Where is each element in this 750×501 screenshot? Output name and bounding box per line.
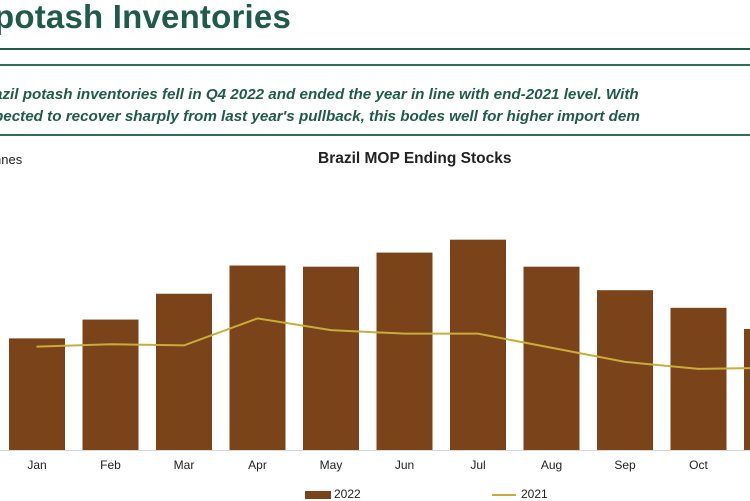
point-2021-sep (624, 361, 626, 363)
x-tick-label: Jul (470, 458, 485, 472)
summary-line-1: azil potash inventories fell in Q4 2022 … (0, 86, 639, 103)
x-tick-label: Jan (27, 458, 46, 472)
legend-label-2022: 2022 (334, 487, 361, 501)
point-2021-feb (109, 343, 112, 346)
bar-2022-apr (229, 265, 286, 450)
bar-2022-mar (156, 293, 212, 450)
legend: 2022 (305, 487, 361, 501)
point-2021-jan (36, 345, 38, 348)
point-2021-mar (183, 344, 185, 347)
chart-title: Brazil MOP Ending Stocks (318, 150, 512, 167)
bar-2022-feb (82, 319, 139, 450)
bar-2022-aug (523, 266, 580, 450)
bar-2022-jul (450, 239, 506, 450)
x-tick-label: Jun (395, 458, 414, 472)
point-2021-jul (477, 332, 479, 335)
x-tick-label: Oct (689, 458, 708, 472)
legend-swatch-2022 (305, 490, 331, 499)
x-tick-label: Apr (248, 458, 267, 472)
x-tick-label: Feb (100, 458, 121, 472)
x-tick-label: Mar (174, 458, 195, 472)
x-tick-label: Aug (541, 458, 562, 472)
y-axis-label: nnes (0, 152, 23, 167)
bar-2022-oct (670, 307, 727, 450)
point-2021-aug (550, 346, 553, 349)
bar-2022-jun (376, 252, 433, 450)
legend-2021: 2021 (492, 487, 548, 501)
bar-2022-sep (597, 290, 653, 450)
summary-banner: azil potash inventories fell in Q4 2022 … (0, 64, 750, 136)
bar-2022-may (303, 266, 359, 450)
legend-label-2021: 2021 (521, 487, 548, 501)
bar-2022-nov (744, 328, 750, 450)
x-tick-label: Sep (614, 458, 636, 472)
point-2021-apr (256, 317, 259, 320)
point-2021-may (330, 329, 332, 331)
x-tick-label: May (320, 458, 343, 472)
summary-line-2: pected to recover sharply from last year… (0, 108, 640, 125)
title-divider (0, 48, 750, 50)
bar-2022-jan (9, 338, 65, 450)
point-2021-jun (403, 332, 406, 335)
page-title: potash Inventories (0, 0, 291, 35)
point-2021-oct (697, 368, 700, 370)
legend-swatch-2021 (492, 493, 516, 496)
